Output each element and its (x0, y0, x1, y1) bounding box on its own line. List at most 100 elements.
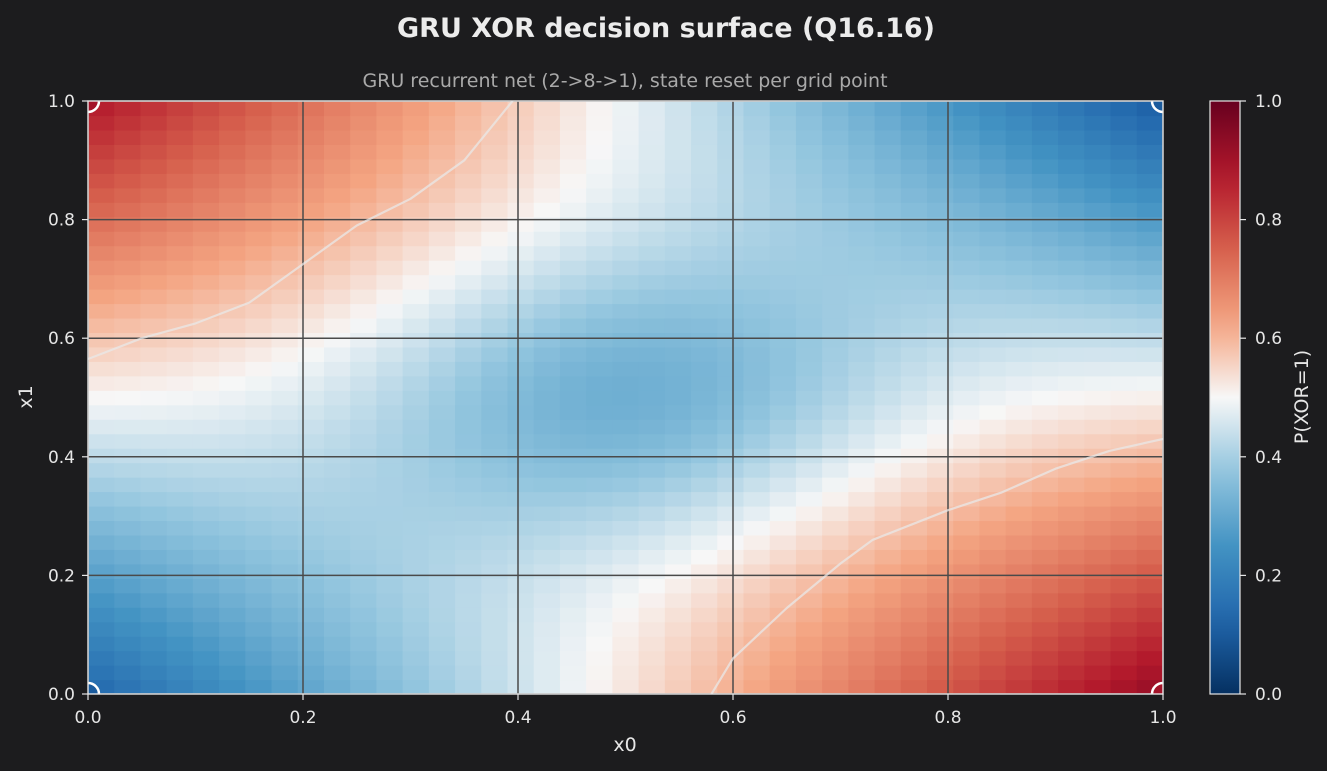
heatmap-cell (1084, 115, 1112, 131)
heatmap-cell (245, 433, 273, 449)
heatmap-cell (1084, 549, 1112, 565)
heatmap-cell (691, 505, 718, 522)
heatmap-cell (428, 202, 456, 218)
heatmap-cell (1031, 578, 1059, 594)
heatmap-cell (481, 665, 509, 681)
heatmap-cell (1110, 216, 1138, 232)
heatmap-cell (691, 477, 718, 493)
heatmap-cell (140, 115, 168, 131)
heatmap-cell (717, 245, 745, 261)
heatmap-cell (88, 375, 115, 391)
heatmap-cell (297, 621, 325, 637)
heatmap-cell (481, 549, 509, 565)
heatmap-cell (874, 636, 902, 652)
heatmap-cell (612, 289, 640, 305)
heatmap-cell (455, 520, 482, 536)
heatmap-cell (927, 202, 954, 218)
heatmap-cell (612, 332, 640, 348)
heatmap-cell (428, 607, 456, 623)
heatmap-cell (612, 563, 640, 579)
heatmap-cell (559, 448, 587, 464)
heatmap-cell (114, 260, 142, 276)
heatmap-cell (271, 477, 299, 493)
heatmap-cell (297, 592, 325, 608)
heatmap-cell (953, 303, 981, 319)
heatmap-cell (533, 505, 561, 522)
heatmap-cell (638, 216, 666, 232)
heatmap-cell (1084, 144, 1112, 160)
heatmap-cell (795, 534, 823, 550)
heatmap-cell (166, 390, 194, 406)
heatmap-cell (848, 289, 876, 305)
heatmap-cell (219, 202, 246, 218)
heatmap-cell (1005, 607, 1033, 623)
heatmap-cell (376, 274, 404, 290)
heatmap-cell (691, 173, 718, 189)
heatmap-cell (140, 433, 168, 449)
heatmap-cell (88, 129, 115, 145)
heatmap-cell (140, 491, 168, 507)
heatmap-cell (1084, 129, 1112, 145)
heatmap-cell (1058, 679, 1085, 694)
heatmap-cell (428, 245, 456, 261)
heatmap-cell (874, 433, 902, 449)
heatmap-cell (927, 462, 954, 478)
heatmap-cell (350, 274, 378, 290)
heatmap-cell (953, 477, 981, 493)
heatmap-cell (874, 260, 902, 276)
colorbar-ticks: 0.00.20.40.60.81.0 (1240, 92, 1282, 705)
heatmap-cell (455, 549, 482, 565)
heatmap-cell (219, 231, 246, 247)
heatmap-cell (88, 462, 115, 478)
heatmap-cell (166, 433, 194, 449)
heatmap-cell (822, 245, 849, 261)
heatmap-cell (140, 346, 168, 362)
heatmap-cell (664, 187, 692, 203)
heatmap-cell (533, 448, 561, 464)
heatmap-cell (795, 202, 823, 218)
heatmap-cell (1084, 534, 1112, 550)
heatmap-cell (586, 520, 613, 536)
heatmap-cell (664, 592, 692, 608)
heatmap-cell (927, 346, 954, 362)
heatmap-cell (507, 462, 535, 478)
heatmap-cell (586, 303, 613, 319)
heatmap-cell (376, 563, 404, 579)
heatmap-cell (533, 231, 561, 247)
heatmap-cell (848, 332, 876, 348)
heatmap-cell (638, 274, 666, 290)
heatmap-cell (769, 173, 797, 189)
heatmap-cell (1084, 636, 1112, 652)
heatmap-cell (848, 592, 876, 608)
heatmap-cell (1005, 317, 1033, 334)
heatmap-cell (140, 592, 168, 608)
heatmap-cell (1031, 202, 1059, 218)
heatmap-cell (455, 679, 482, 694)
heatmap-cell (559, 231, 587, 247)
heatmap-cell (795, 549, 823, 565)
heatmap-cell (114, 144, 142, 160)
heatmap-cell (507, 419, 535, 435)
heatmap-cell (428, 419, 456, 435)
heatmap-cell (979, 173, 1007, 189)
y-tick-label: 0.8 (48, 211, 75, 231)
heatmap-cell (586, 375, 613, 391)
heatmap-cell (1005, 419, 1033, 435)
heatmap-cell (481, 390, 509, 406)
heatmap-cell (455, 448, 482, 464)
heatmap-cell (114, 231, 142, 247)
heatmap-cell (455, 621, 482, 637)
heatmap-cell (297, 274, 325, 290)
heatmap-cell (927, 679, 954, 694)
heatmap-cell (979, 317, 1007, 334)
heatmap-cell (140, 679, 168, 694)
heatmap-cell (402, 621, 430, 637)
heatmap-cell (140, 144, 168, 160)
heatmap-cell (559, 665, 587, 681)
heatmap-cell (743, 491, 771, 507)
heatmap-cell (979, 636, 1007, 652)
heatmap-cell (1110, 202, 1138, 218)
heatmap-cell (297, 433, 325, 449)
heatmap-cell (114, 477, 142, 493)
x-tick-label: 0.0 (74, 708, 101, 728)
